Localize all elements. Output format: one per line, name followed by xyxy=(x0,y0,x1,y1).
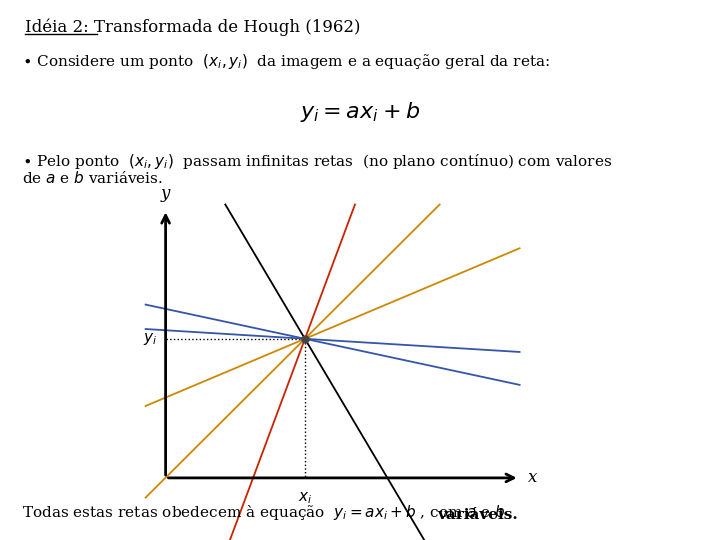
Text: y: y xyxy=(161,185,171,201)
Text: $y_i$: $y_i$ xyxy=(143,331,158,347)
Text: Todas estas retas obedecem à equação  $y_i = ax_i + b$ , com $a$ e $b$: Todas estas retas obedecem à equação $y_… xyxy=(22,503,511,522)
Text: de $a$ e $b$ variáveis.: de $a$ e $b$ variáveis. xyxy=(22,170,163,186)
Text: $y_i = ax_i + b$: $y_i = ax_i + b$ xyxy=(300,100,420,124)
Text: Idéia 2: Transformada de Hough (1962): Idéia 2: Transformada de Hough (1962) xyxy=(25,18,361,36)
Text: $\bullet$ Pelo ponto  $(x_i, y_i)$  passam infinitas retas  (no plano contínuo) : $\bullet$ Pelo ponto $(x_i, y_i)$ passam… xyxy=(22,152,612,171)
Text: variáveis.: variáveis. xyxy=(437,508,518,522)
Text: $x_i$: $x_i$ xyxy=(298,490,312,505)
Text: x: x xyxy=(528,469,537,487)
Text: $\bullet$ Considere um ponto  $(x_i, y_i)$  da imagem e a equação geral da reta:: $\bullet$ Considere um ponto $(x_i, y_i)… xyxy=(22,52,550,71)
